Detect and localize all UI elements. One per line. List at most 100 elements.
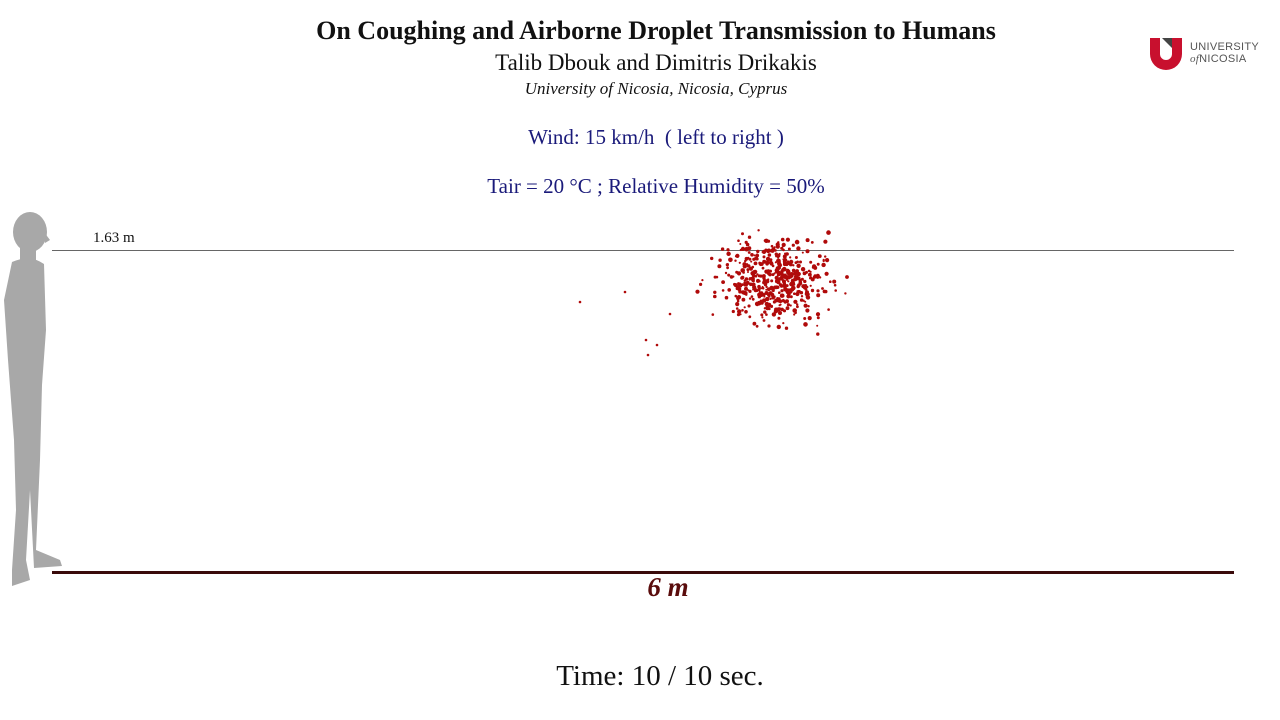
droplet (771, 286, 774, 290)
droplet (785, 299, 789, 304)
droplet (735, 307, 739, 310)
droplet (783, 274, 788, 280)
droplet (765, 285, 768, 289)
droplet (748, 315, 752, 319)
droplet (739, 248, 743, 252)
droplet (720, 247, 725, 251)
droplet (757, 274, 761, 278)
droplet (809, 276, 812, 280)
droplet (752, 285, 757, 290)
droplet (816, 332, 820, 336)
droplet (777, 316, 781, 320)
droplet (806, 285, 809, 289)
droplet (756, 273, 759, 276)
droplet (813, 265, 818, 270)
droplet (751, 297, 755, 301)
droplet (744, 246, 749, 252)
droplet (796, 246, 801, 251)
droplet (822, 258, 825, 261)
droplet (771, 312, 777, 317)
droplet (789, 295, 793, 299)
droplet (800, 277, 804, 281)
droplet (809, 284, 812, 287)
droplet (736, 304, 739, 306)
time-counter: Time: 10 / 10 sec. (556, 660, 764, 692)
droplet (787, 261, 791, 266)
droplet (826, 230, 831, 235)
droplet (770, 244, 774, 248)
droplet (769, 261, 773, 265)
droplet (747, 235, 752, 239)
droplet (792, 264, 795, 267)
droplet (737, 309, 742, 314)
droplet (787, 276, 791, 280)
droplet (781, 242, 786, 247)
droplet (757, 229, 760, 232)
droplet (762, 293, 766, 297)
droplet (738, 261, 741, 264)
droplet (770, 279, 774, 283)
droplet (804, 304, 807, 307)
droplet (796, 305, 799, 309)
droplet (750, 295, 754, 298)
droplet (731, 309, 735, 314)
droplet (726, 248, 730, 252)
droplet (800, 295, 804, 298)
droplet (701, 279, 704, 282)
droplet (823, 239, 828, 244)
droplet (735, 285, 741, 290)
droplet (765, 302, 770, 307)
droplet (710, 256, 714, 261)
droplet (755, 257, 759, 261)
droplet (762, 276, 766, 280)
droplet (833, 283, 837, 287)
droplet (765, 296, 770, 302)
droplet (763, 299, 766, 303)
droplet (713, 275, 717, 279)
droplet (734, 294, 738, 298)
droplet (777, 241, 780, 244)
affiliation: University of Nicosia, Nicosia, Cyprus (524, 79, 788, 98)
droplet (783, 283, 786, 286)
droplet (784, 252, 787, 255)
droplet (761, 286, 765, 290)
droplet (809, 260, 813, 264)
droplet (776, 324, 781, 330)
droplet (817, 254, 822, 258)
droplet (785, 306, 790, 311)
droplet (754, 301, 760, 307)
droplet (801, 251, 804, 254)
logo-line1: UNIVERSITY (1190, 41, 1260, 53)
droplet (737, 239, 740, 242)
droplet (721, 289, 725, 292)
droplet (771, 273, 775, 277)
droplet (789, 304, 792, 307)
droplet (782, 322, 785, 325)
droplet (774, 275, 779, 280)
droplet (728, 257, 733, 263)
droplet (769, 270, 773, 273)
droplet (816, 289, 820, 293)
droplet (812, 275, 817, 279)
distance-label: 6 m (647, 572, 689, 602)
droplet (646, 353, 650, 357)
droplet (786, 272, 790, 275)
video-title: On Coughing and Airborne Droplet Transmi… (316, 16, 996, 45)
droplet (821, 287, 824, 290)
droplet (761, 266, 765, 270)
droplet (752, 321, 757, 326)
droplet (781, 268, 785, 272)
droplet (778, 304, 781, 307)
ground-line (52, 571, 1234, 574)
droplet (774, 252, 778, 256)
droplet (762, 255, 766, 259)
mouth-height-line (52, 250, 1234, 251)
droplet (796, 277, 800, 281)
droplet (827, 308, 830, 311)
droplet (760, 313, 764, 317)
droplet (778, 299, 783, 304)
droplet (834, 289, 837, 292)
droplet (717, 264, 722, 269)
droplet (789, 256, 792, 259)
